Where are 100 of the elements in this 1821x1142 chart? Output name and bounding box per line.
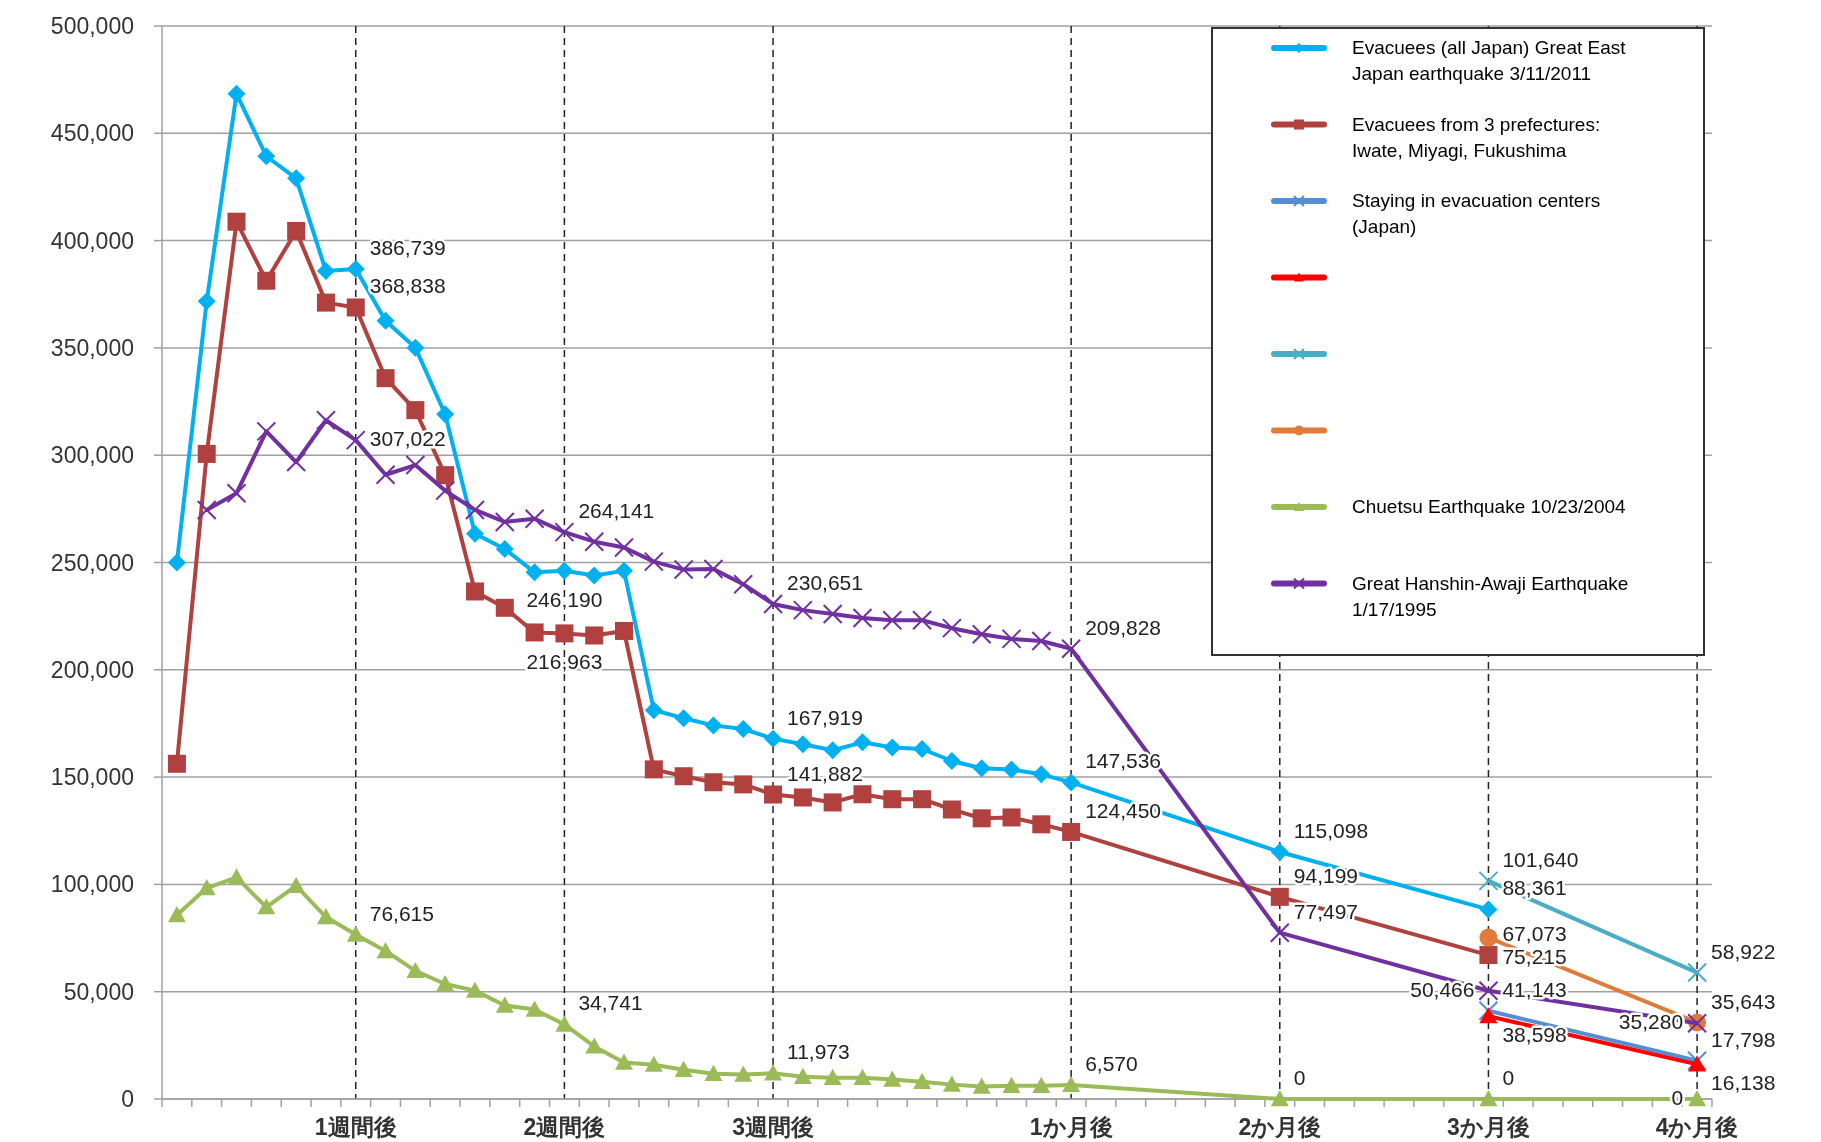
- y-tick-label: 200,000: [50, 656, 134, 683]
- point: [345, 430, 366, 451]
- y-tick-label: 150,000: [50, 764, 134, 791]
- data-label: 124,450: [1085, 798, 1162, 822]
- point: [585, 1037, 604, 1054]
- point: [793, 1067, 812, 1084]
- point: [227, 84, 246, 103]
- data-label: 386,739: [369, 236, 446, 260]
- point: [1032, 765, 1051, 784]
- data-label: 35,643: [1711, 989, 1776, 1013]
- point: [1270, 1090, 1289, 1107]
- point: [167, 553, 186, 572]
- point: [1687, 962, 1708, 983]
- point: [1062, 1075, 1081, 1093]
- point: [913, 739, 932, 758]
- point: [316, 293, 335, 312]
- point: [256, 421, 277, 442]
- point: [674, 767, 693, 786]
- point: [1002, 1076, 1021, 1093]
- legend-label: Evacuees (all Japan) Great East Japan earthquake 3/11/2011: [1352, 37, 1627, 84]
- point: [346, 260, 365, 279]
- point: [822, 604, 843, 624]
- point: [673, 559, 694, 580]
- data-label: 101,640: [1502, 847, 1579, 871]
- point: [733, 574, 754, 595]
- point: [1479, 1090, 1498, 1107]
- data-label: 0: [1293, 1066, 1306, 1089]
- point: [465, 582, 484, 601]
- point: [912, 610, 933, 631]
- point: [585, 566, 604, 585]
- y-tick-label: 0: [121, 1086, 134, 1112]
- point: [853, 733, 872, 752]
- legend-label: Chuetsu Earthquake 10/23/2004: [1352, 496, 1627, 517]
- point: [734, 1065, 753, 1082]
- data-label: 209,828: [1085, 615, 1162, 639]
- point: [615, 561, 634, 580]
- point: [972, 1077, 991, 1094]
- point: [734, 720, 753, 739]
- point: [465, 524, 484, 543]
- data-label: 38,598: [1502, 1023, 1567, 1047]
- point: [792, 600, 813, 621]
- point: [764, 729, 783, 748]
- y-tick-label: 500,000: [50, 13, 134, 39]
- point: [823, 1068, 842, 1085]
- point: [763, 594, 784, 615]
- point: [227, 868, 246, 885]
- data-label: 6,570: [1085, 1051, 1138, 1075]
- point: [524, 508, 545, 529]
- y-tick-label: 400,000: [50, 227, 134, 254]
- point: [1002, 808, 1021, 827]
- point: [764, 1064, 783, 1081]
- point: [286, 452, 307, 473]
- point: [436, 974, 455, 992]
- point: [1031, 631, 1052, 652]
- point: [257, 898, 276, 915]
- point: [734, 775, 753, 794]
- data-label: 50,466: [1410, 977, 1475, 1001]
- point: [643, 551, 664, 572]
- point: [1001, 628, 1022, 649]
- point: [644, 701, 663, 720]
- point: [495, 598, 514, 617]
- data-label: 115,098: [1293, 819, 1369, 842]
- point: [167, 906, 186, 923]
- data-label: 264,141: [578, 499, 655, 523]
- point: [703, 558, 724, 579]
- y-tick-label: 50,000: [63, 978, 134, 1005]
- point: [823, 741, 842, 760]
- point: [1479, 900, 1498, 919]
- y-tick-label: 100,000: [50, 871, 134, 898]
- point: [226, 483, 247, 504]
- point: [704, 716, 723, 735]
- data-label: 368,838: [369, 274, 446, 298]
- data-label: 76,615: [369, 901, 434, 925]
- point: [793, 735, 812, 754]
- point: [883, 790, 902, 809]
- point: [287, 169, 306, 188]
- point: [464, 499, 485, 520]
- point: [287, 221, 306, 240]
- point: [852, 608, 873, 629]
- point: [287, 876, 306, 894]
- point: [1002, 760, 1021, 779]
- point: [882, 610, 903, 631]
- point: [316, 908, 335, 925]
- point: [614, 537, 635, 558]
- point: [436, 405, 455, 424]
- point: [674, 709, 693, 728]
- point: [1688, 1090, 1707, 1107]
- point: [555, 624, 574, 643]
- data-label: 35,280: [1618, 1010, 1684, 1034]
- point: [883, 738, 902, 757]
- point: [644, 760, 663, 779]
- point: [1270, 887, 1289, 906]
- point: [495, 539, 514, 558]
- point: [1478, 870, 1499, 891]
- data-label: 67,073: [1502, 922, 1567, 946]
- point: [585, 626, 604, 645]
- x-tick-label: 2週間後: [523, 1114, 606, 1140]
- x-tick-label: 2か月後: [1238, 1114, 1322, 1140]
- point: [495, 996, 514, 1013]
- data-label: 216,963: [526, 650, 603, 674]
